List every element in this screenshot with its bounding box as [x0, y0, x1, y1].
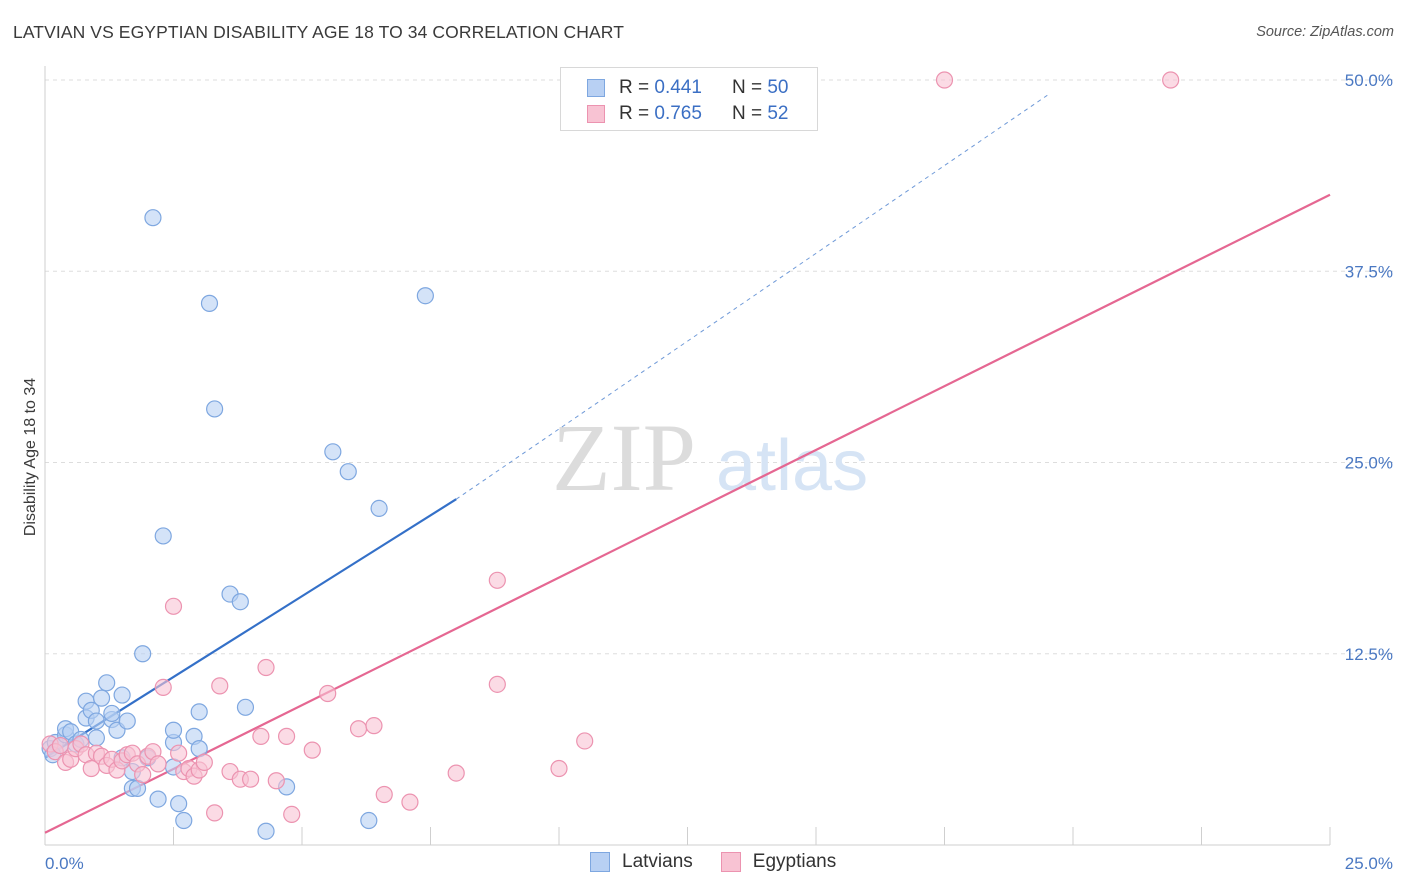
latvian-r-label: R = [619, 77, 650, 98]
egyptian-point [51, 736, 70, 755]
latvian-n-value: 50 [767, 77, 789, 98]
y-tick-label: 12.5% [1345, 645, 1393, 664]
egyptian-point [206, 804, 224, 822]
egyptian-swatch [587, 105, 605, 123]
stats-legend: R = 0.441 N = 50 R = 0.765 N = 52 [560, 67, 818, 131]
latvian-r-value: 0.441 [654, 77, 702, 98]
y-tick-label: 25.0% [1345, 454, 1393, 473]
watermark-zip: ZIP [552, 404, 696, 511]
latvian-point [149, 790, 167, 808]
latvians-label: Latvians [622, 851, 693, 872]
egyptian-point [170, 744, 188, 762]
series-legend: Latvians Egyptians [590, 851, 864, 873]
egyptian-point [149, 755, 167, 773]
egyptian-point [211, 677, 229, 695]
latvian-point [164, 721, 183, 739]
egyptians-swatch [720, 852, 741, 872]
egyptian-trend-line [44, 193, 1331, 834]
latvian-point [257, 822, 275, 840]
egyptian-point [195, 753, 213, 771]
egyptian-point [349, 720, 368, 738]
latvian-point [236, 698, 255, 716]
latvian-point [87, 729, 106, 747]
egyptian-n-value: 52 [767, 103, 789, 124]
legend-row-latvian: R = 0.441 N = 50 [587, 76, 788, 100]
egyptian-r-label: R = [619, 103, 650, 124]
egyptian-n-label: N = [731, 103, 763, 124]
x-tick-label: 25.0% [1345, 854, 1393, 873]
legend-item-egyptians[interactable]: Egyptians [720, 851, 837, 873]
latvian-point [144, 209, 162, 227]
latvian-n-label: N = [731, 77, 763, 98]
data-points [41, 71, 1180, 840]
latvian-point [87, 712, 106, 730]
latvian-point [134, 645, 152, 663]
legend-row-egyptian: R = 0.765 N = 52 [587, 102, 788, 126]
latvian-point [370, 499, 388, 517]
egyptian-point [576, 732, 594, 750]
latvian-point [360, 811, 378, 830]
grid-layer [45, 79, 1393, 655]
latvian-point [416, 287, 434, 305]
egyptian-point [447, 764, 465, 782]
egyptian-point [401, 793, 419, 811]
axes-layer [44, 66, 1331, 846]
chart-title: LATVIAN VS EGYPTIAN DISABILITY AGE 18 TO… [13, 22, 625, 42]
latvian-point [154, 527, 172, 545]
egyptian-point [375, 785, 393, 804]
latvian-swatch [587, 79, 605, 97]
egyptians-label: Egyptians [752, 851, 837, 872]
egyptian-point [267, 772, 285, 790]
legend-item-latvians[interactable]: Latvians [590, 851, 693, 873]
latvian-point [231, 593, 249, 611]
latvian-point [324, 443, 342, 461]
tick-labels: 12.5% 25.0% 37.5% 50.0% 0.0% 25.0% [45, 71, 1393, 873]
egyptian-point [252, 727, 270, 745]
latvian-point [200, 294, 219, 312]
latvian-point [190, 703, 208, 721]
egyptian-point [365, 717, 383, 735]
egyptian-point [550, 759, 568, 778]
source-label: Source: ZipAtlas.com [1256, 24, 1394, 40]
egyptian-point [488, 675, 506, 693]
latvian-point [98, 674, 116, 692]
egyptian-point [319, 684, 337, 703]
egyptian-r-value: 0.765 [654, 103, 702, 124]
egyptian-point [242, 770, 260, 788]
latvian-point [339, 463, 357, 481]
y-tick-label: 37.5% [1345, 262, 1393, 281]
egyptian-point [164, 597, 183, 615]
egyptian-point [134, 766, 152, 784]
egyptian-point [277, 727, 296, 745]
latvian-point [113, 686, 131, 704]
egyptian-point [488, 571, 506, 589]
latvian-point [92, 689, 111, 707]
latvian-point [103, 704, 121, 723]
latvians-swatch [590, 852, 610, 872]
watermark-atlas: atlas [716, 426, 868, 506]
egyptian-point [1162, 71, 1180, 89]
egyptian-point [257, 658, 275, 677]
egyptian-point [283, 805, 301, 824]
egyptian-point [154, 678, 172, 697]
latvian-point [206, 400, 224, 418]
latvian-point [118, 712, 136, 730]
latvian-point [175, 811, 193, 830]
egyptian-point [303, 741, 321, 759]
egyptian-point [935, 71, 954, 89]
x-tick-label: 0.0% [45, 854, 84, 873]
y-tick-label: 50.0% [1345, 71, 1393, 90]
latvian-point [170, 795, 188, 813]
